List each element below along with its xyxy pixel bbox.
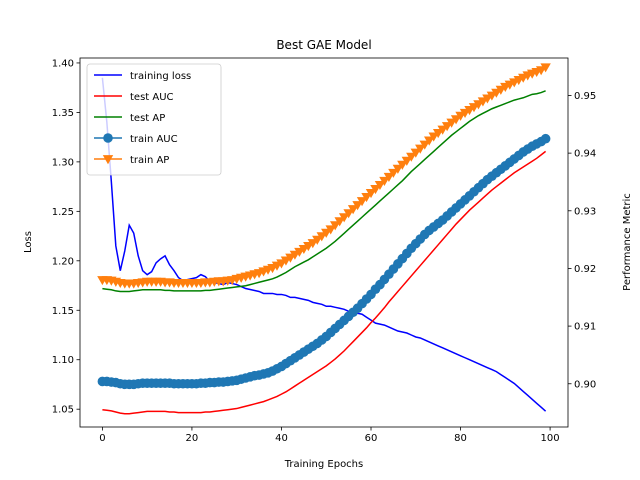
right-y-tick-label: 0.91 bbox=[574, 322, 596, 333]
training-loss-line bbox=[101, 77, 547, 412]
legend-entry-train-auc: train AUC bbox=[94, 133, 178, 145]
train-ap-point bbox=[383, 172, 395, 182]
legend-label: train AP bbox=[130, 155, 169, 166]
train-ap-point bbox=[410, 148, 421, 158]
left-y-tick-label: 1.30 bbox=[52, 157, 74, 168]
train-ap-point bbox=[388, 168, 399, 178]
left-y-tick-label: 1.20 bbox=[52, 256, 74, 267]
test-auc-series bbox=[102, 150, 547, 415]
train-ap-point bbox=[343, 209, 354, 219]
x-tick-label: 80 bbox=[454, 433, 467, 444]
chart-title: Best GAE Model bbox=[276, 38, 371, 52]
training-loss-series bbox=[101, 77, 547, 412]
left-y-tick-label: 1.15 bbox=[52, 306, 74, 317]
legend-entry-test-auc: test AUC bbox=[94, 92, 174, 103]
legend-entry-train-ap: train AP bbox=[94, 155, 169, 166]
train-ap-point bbox=[401, 156, 413, 166]
test-ap-series bbox=[102, 90, 546, 293]
train-ap-point bbox=[356, 197, 368, 207]
train-ap-point bbox=[379, 176, 390, 187]
left-y-tick-label: 1.10 bbox=[52, 355, 74, 366]
legend-entry-test-ap: test AP bbox=[94, 113, 165, 124]
x-tick-label: 0 bbox=[99, 433, 105, 444]
right-y-tick-label: 0.95 bbox=[574, 91, 596, 102]
left-y-tick-label: 1.35 bbox=[52, 108, 74, 119]
legend-label: test AUC bbox=[130, 92, 174, 103]
train-ap-point bbox=[370, 184, 381, 195]
train-ap-point bbox=[347, 205, 359, 215]
x-tick-label: 40 bbox=[275, 433, 288, 444]
left-y-tick-label: 1.40 bbox=[52, 58, 74, 69]
legend-marker bbox=[102, 155, 114, 165]
train-ap-point bbox=[338, 213, 350, 223]
axes-layer: 0 20 40 60 80 100 1.05 1.10 1.15 1.20 1.25 1.30 1.35… bbox=[52, 58, 597, 444]
plot-frame bbox=[79, 57, 569, 428]
series-layer bbox=[97, 63, 551, 415]
x-axis-title: Training Epochs bbox=[284, 459, 363, 470]
right-axis-title: Performance Metric bbox=[622, 193, 633, 291]
train-auc-series bbox=[97, 133, 551, 390]
x-tick-label: 20 bbox=[186, 433, 199, 444]
legend-label: training loss bbox=[130, 71, 191, 82]
train-ap-point bbox=[334, 217, 345, 227]
right-y-tick-label: 0.93 bbox=[574, 206, 596, 217]
left-y-tick-label: 1.25 bbox=[52, 207, 74, 218]
test-auc-line bbox=[102, 150, 547, 415]
test-ap-line bbox=[102, 90, 546, 293]
legend-marker bbox=[103, 133, 113, 143]
right-y-tick-label: 0.92 bbox=[574, 264, 596, 275]
train-ap-point bbox=[397, 160, 408, 170]
train-ap-point bbox=[415, 144, 426, 154]
train-ap-point bbox=[392, 164, 404, 174]
train-ap-point bbox=[325, 225, 336, 235]
legend: training loss test AUC test AP train AUC tra… bbox=[86, 63, 222, 176]
train-ap-point bbox=[365, 189, 377, 199]
left-axis-title: Loss bbox=[23, 231, 34, 253]
right-y-tick-label: 0.94 bbox=[574, 149, 596, 160]
legend-label: test AP bbox=[130, 113, 165, 124]
legend-box bbox=[86, 63, 222, 176]
train-ap-point bbox=[361, 193, 372, 203]
train-ap-point bbox=[352, 201, 363, 211]
left-y-tick-label: 1.05 bbox=[52, 405, 74, 416]
train-auc-point bbox=[540, 133, 551, 144]
train-ap-point bbox=[374, 180, 386, 191]
x-tick-label: 100 bbox=[541, 433, 560, 444]
x-tick-label: 60 bbox=[365, 433, 378, 444]
train-ap-point bbox=[424, 136, 435, 146]
train-ap-point bbox=[540, 63, 551, 73]
legend-label: train AUC bbox=[130, 134, 178, 145]
train-ap-point bbox=[329, 221, 341, 231]
train-ap-point bbox=[419, 140, 430, 150]
train-ap-point bbox=[406, 152, 417, 162]
legend-entry-training-loss: training loss bbox=[94, 71, 191, 82]
right-y-tick-label: 0.90 bbox=[574, 379, 596, 390]
train-ap-series bbox=[97, 63, 551, 289]
